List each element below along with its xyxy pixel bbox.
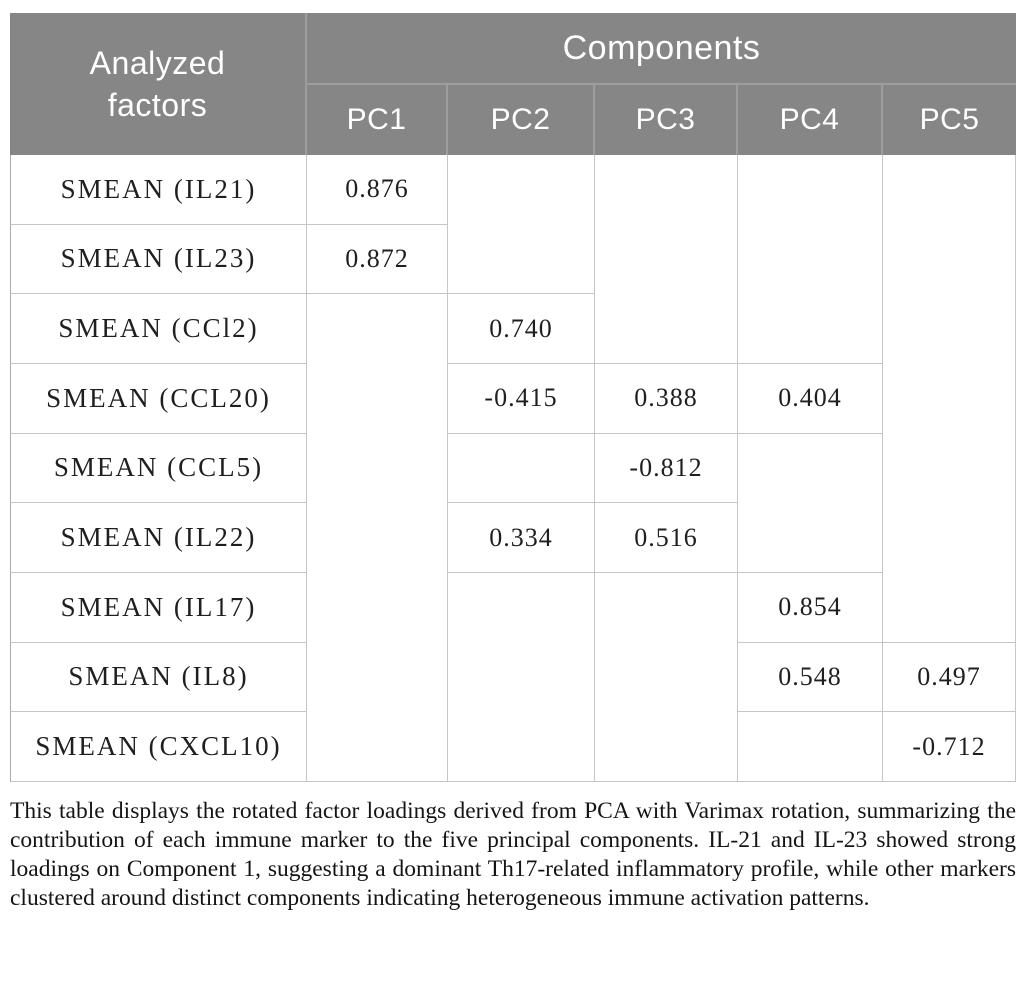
header-components: Components <box>307 13 1016 85</box>
cell-il22-pc2: 0.334 <box>448 503 595 573</box>
header-pc1: PC1 <box>307 85 448 155</box>
empty-cell-pc5-rows1-7 <box>883 155 1016 643</box>
empty-cell-pc4-row9 <box>738 712 883 782</box>
cell-ccl20-pc4: 0.404 <box>738 363 883 434</box>
cell-il22-pc3: 0.516 <box>595 503 738 573</box>
header-pc5: PC5 <box>883 85 1016 155</box>
cell-il8-pc4: 0.548 <box>738 642 883 713</box>
row-label-ccl20: SMEAN (CCL20) <box>10 363 307 434</box>
row-label-il23: SMEAN (IL23) <box>10 224 307 295</box>
empty-cell-pc2-row5 <box>448 433 595 504</box>
row-label-il22: SMEAN (IL22) <box>10 503 307 573</box>
row-label-ccl5: SMEAN (CCL5) <box>10 433 307 504</box>
empty-cell-pc1-rows3-9 <box>307 294 448 782</box>
empty-cell-pc4-rows5-6 <box>738 433 883 573</box>
header-pc2: PC2 <box>448 85 595 155</box>
row-label-il21: SMEAN (IL21) <box>10 155 307 225</box>
cell-ccl20-pc2: -0.415 <box>448 363 595 434</box>
row-label-il8: SMEAN (IL8) <box>10 642 307 713</box>
cell-ccl5-pc3: -0.812 <box>595 433 738 504</box>
header-pc4: PC4 <box>738 85 883 155</box>
row-label-ccl2: SMEAN (CCl2) <box>10 294 307 364</box>
empty-cell-pc4-rows1-3 <box>738 155 883 364</box>
table-caption: This table displays the rotated factor l… <box>10 797 1016 911</box>
cell-il8-pc5: 0.497 <box>883 642 1016 713</box>
cell-ccl2-pc2: 0.740 <box>448 294 595 364</box>
cell-il17-pc4: 0.854 <box>738 572 883 643</box>
figure-container: Analyzed factors Components PC1 PC2 PC3 … <box>10 13 1016 913</box>
empty-cell-pc3-rows1-3 <box>595 155 738 364</box>
empty-cell-pc2-rows7-9 <box>448 572 595 782</box>
pca-loadings-table: Analyzed factors Components PC1 PC2 PC3 … <box>10 13 1016 782</box>
row-label-cxcl10: SMEAN (CXCL10) <box>10 712 307 782</box>
cell-il21-pc1: 0.876 <box>307 155 448 225</box>
empty-cell-pc2-rows1-2 <box>448 155 595 295</box>
cell-cxcl10-pc5: -0.712 <box>883 712 1016 782</box>
cell-ccl20-pc3: 0.388 <box>595 363 738 434</box>
row-label-il17: SMEAN (IL17) <box>10 572 307 643</box>
empty-cell-pc3-rows7-9 <box>595 572 738 782</box>
cell-il23-pc1: 0.872 <box>307 224 448 295</box>
header-analyzed-factors: Analyzed factors <box>10 13 307 155</box>
header-pc3: PC3 <box>595 85 738 155</box>
